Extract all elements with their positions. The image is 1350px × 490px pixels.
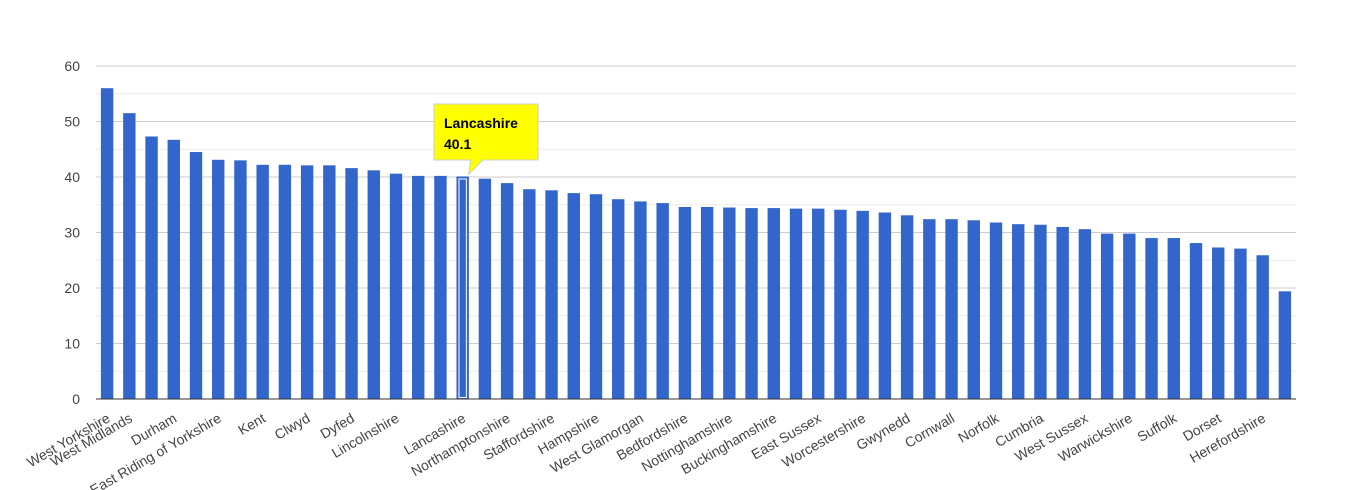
y-tick-label: 20	[64, 280, 80, 296]
bar[interactable]	[834, 209, 847, 399]
y-tick-label: 40	[64, 169, 80, 185]
bar[interactable]	[323, 165, 336, 399]
bar[interactable]	[300, 165, 314, 399]
bar[interactable]	[589, 194, 603, 399]
bar[interactable]	[1034, 224, 1047, 399]
bar[interactable]	[945, 219, 958, 399]
bar[interactable]	[723, 207, 736, 399]
bar[interactable]	[1278, 291, 1292, 399]
bar[interactable]	[878, 212, 892, 399]
bar[interactable]	[1123, 233, 1136, 399]
bar[interactable]	[1145, 238, 1158, 399]
bar[interactable]	[100, 88, 114, 399]
tooltip: Lancashire 40.1	[433, 103, 539, 176]
bar[interactable]	[189, 152, 203, 399]
bar[interactable]	[1056, 226, 1069, 399]
bar[interactable]	[389, 173, 403, 399]
tooltip-label: Lancashire	[444, 115, 518, 131]
bar[interactable]	[145, 136, 158, 400]
tooltip-box	[433, 103, 539, 176]
bar[interactable]	[967, 220, 980, 399]
bar[interactable]	[856, 210, 869, 399]
bar[interactable]	[900, 215, 914, 399]
x-tick-label: Suffolk	[1134, 409, 1180, 445]
bar[interactable]	[678, 206, 692, 399]
x-tick-label: Clwyd	[272, 410, 313, 443]
bar[interactable]	[989, 222, 1003, 399]
bar[interactable]	[212, 159, 225, 399]
x-tick-label: Cornwall	[902, 410, 957, 451]
bar[interactable]	[656, 203, 669, 399]
bar[interactable]	[923, 219, 936, 399]
bar[interactable]	[256, 164, 269, 399]
bar[interactable]	[1078, 229, 1092, 399]
bar[interactable]	[612, 199, 625, 399]
bar[interactable]	[1167, 238, 1180, 399]
bar[interactable]	[434, 175, 447, 399]
bar[interactable]	[345, 168, 358, 399]
bar[interactable]	[1256, 255, 1269, 399]
bar[interactable]	[456, 176, 469, 399]
y-axis-tick-labels: 0 10 20 30 40 50 60	[64, 58, 80, 407]
bar[interactable]	[700, 206, 714, 399]
bar[interactable]	[1012, 224, 1025, 399]
x-tick-label: Kent	[235, 410, 268, 438]
bars	[100, 88, 1292, 400]
bar[interactable]	[1212, 247, 1225, 399]
bar[interactable]	[478, 178, 492, 399]
bar[interactable]	[545, 190, 558, 399]
bar[interactable]	[634, 201, 647, 399]
bar[interactable]	[767, 208, 780, 399]
bar[interactable]	[278, 164, 292, 399]
y-tick-label: 10	[64, 336, 80, 352]
bar[interactable]	[745, 208, 758, 399]
bar[interactable]	[167, 139, 180, 399]
bar[interactable]	[812, 208, 825, 399]
bar[interactable]	[1100, 233, 1114, 399]
bar[interactable]	[123, 113, 136, 400]
bar[interactable]	[567, 193, 580, 399]
bar-highlight-outline	[458, 178, 467, 398]
y-tick-label: 50	[64, 114, 80, 130]
bar[interactable]	[1234, 248, 1247, 399]
y-tick-label: 60	[64, 58, 80, 74]
bar[interactable]	[523, 189, 536, 399]
tooltip-value: 40.1	[444, 136, 471, 152]
bar[interactable]	[234, 160, 247, 399]
y-tick-label: 0	[72, 391, 80, 407]
bar[interactable]	[367, 170, 380, 399]
gridlines	[96, 65, 1296, 372]
y-tick-label: 30	[64, 225, 80, 241]
bar[interactable]	[412, 175, 425, 399]
bar[interactable]	[1189, 243, 1203, 399]
bar[interactable]	[500, 183, 514, 399]
bar[interactable]	[789, 208, 803, 399]
